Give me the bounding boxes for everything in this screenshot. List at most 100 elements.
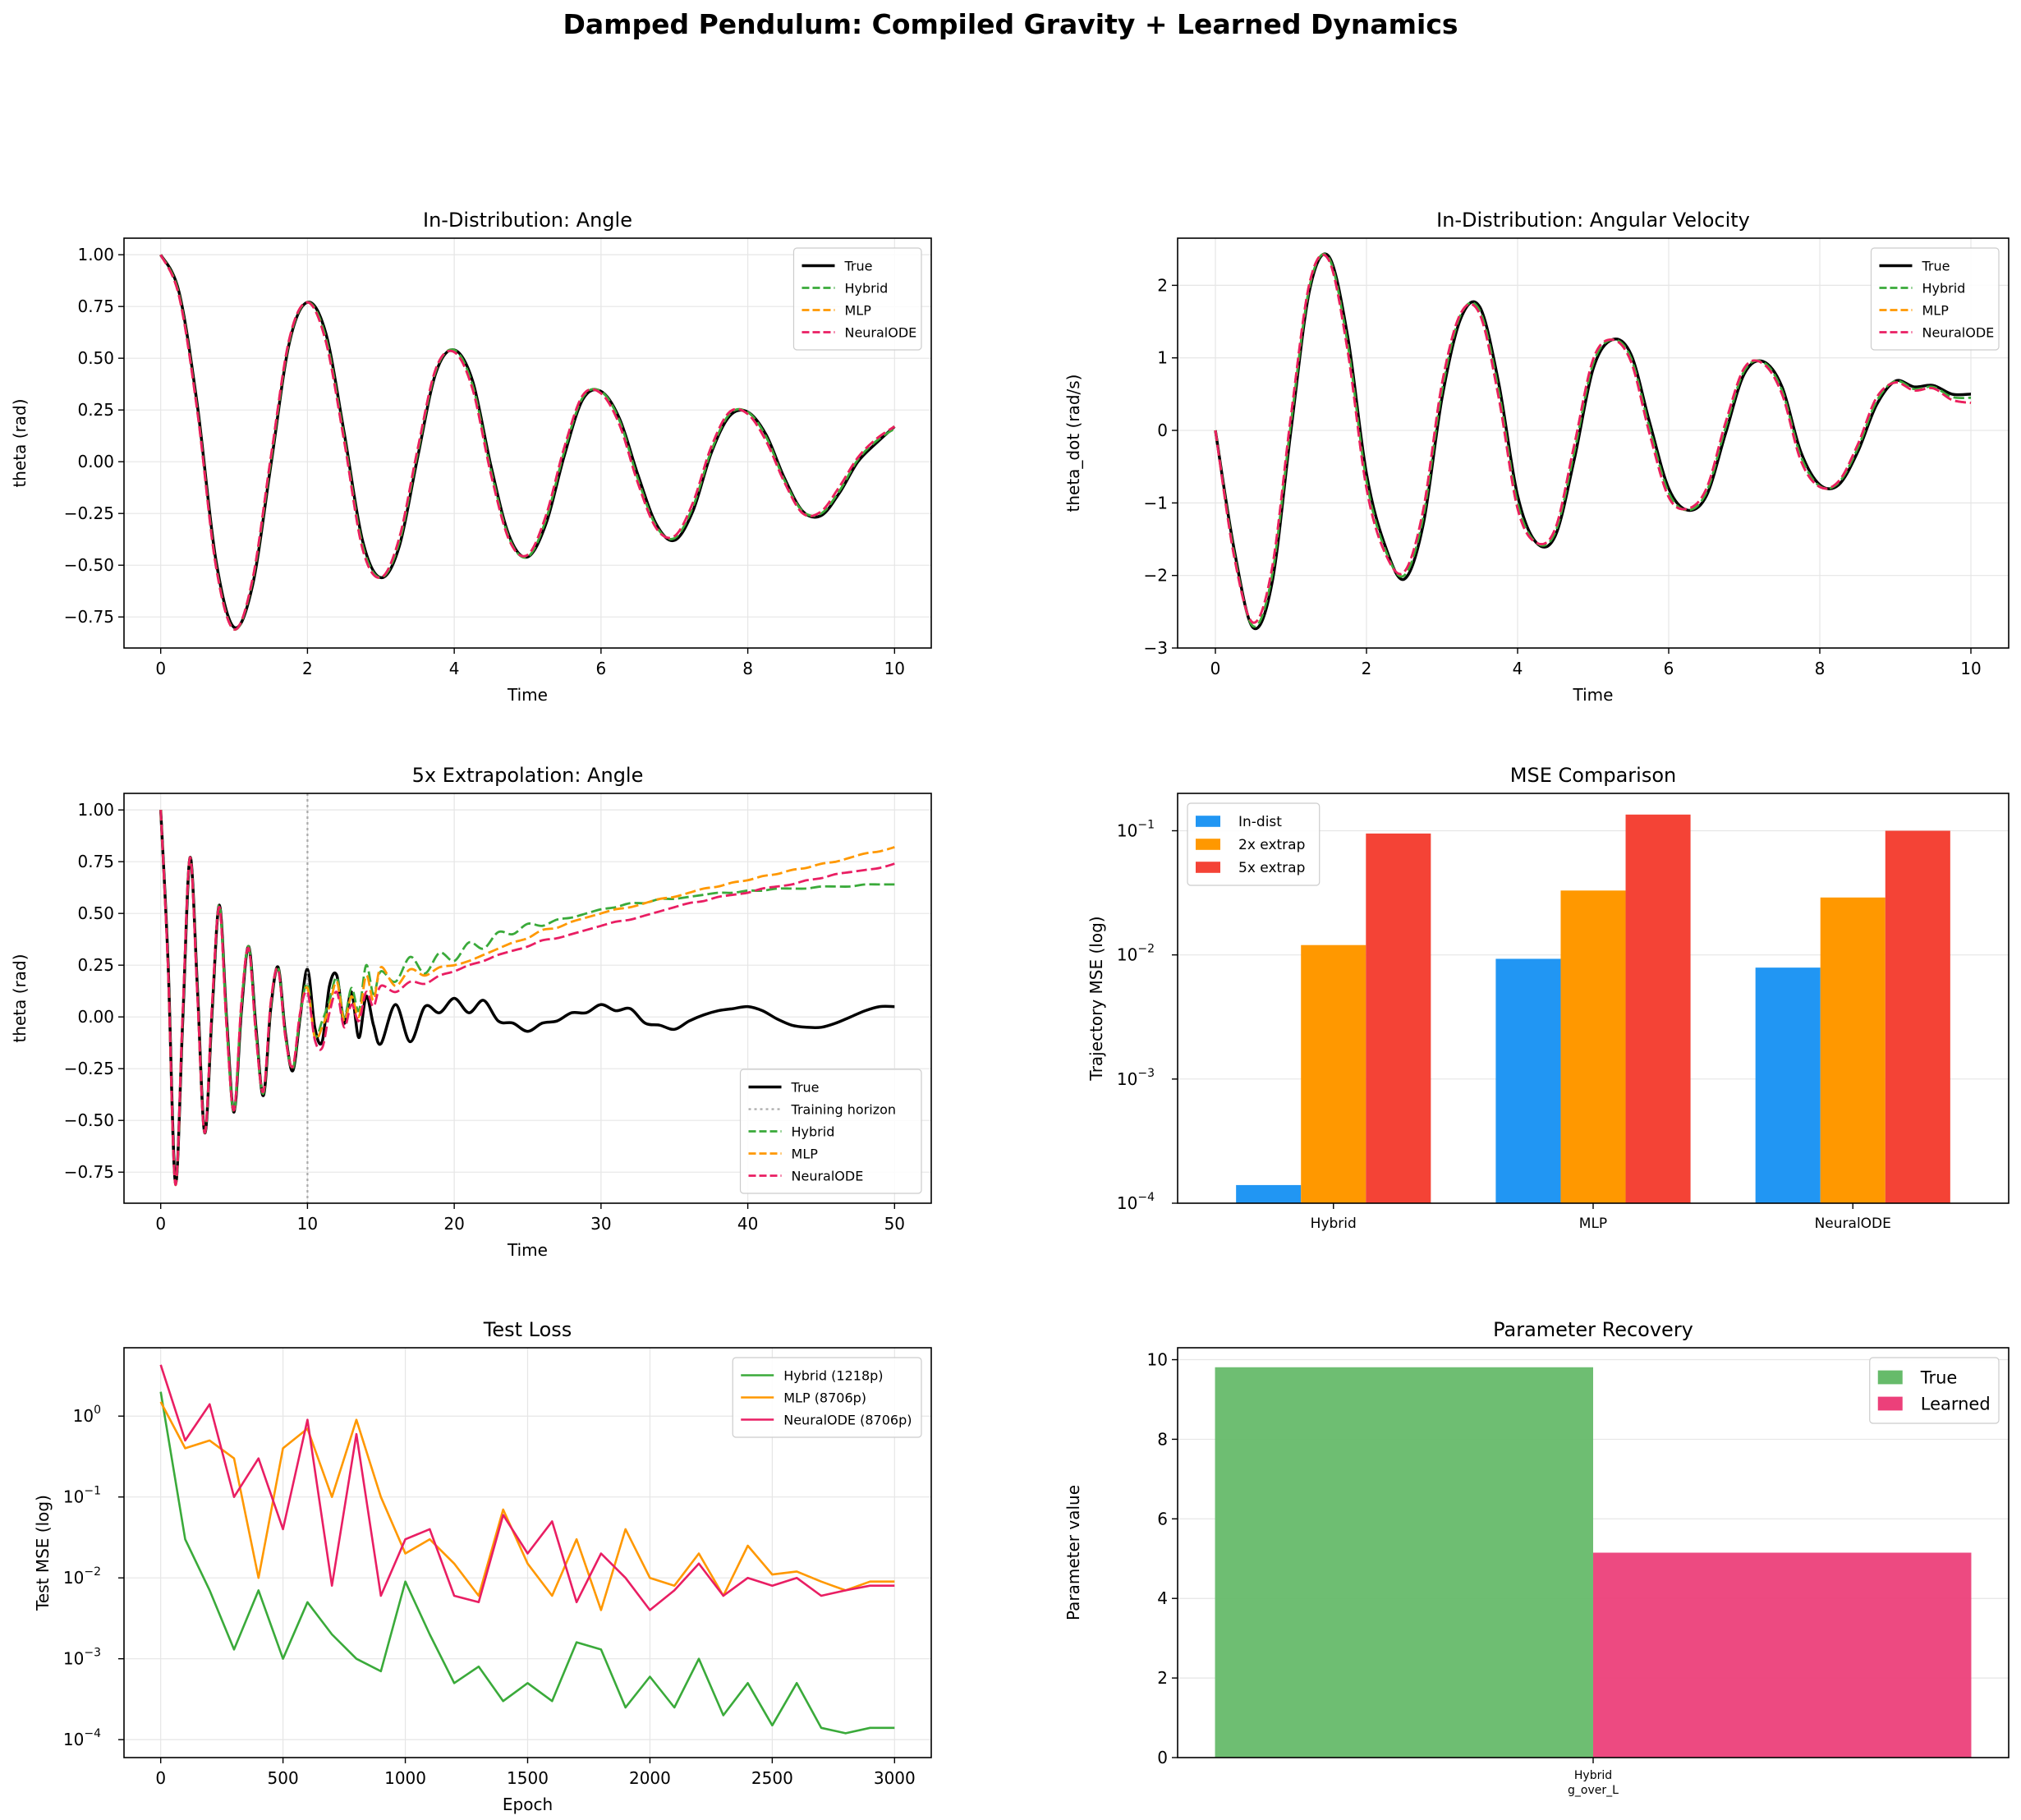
- x-tick-label-parameter: g_over_L: [1568, 1784, 1619, 1797]
- y-tick-label: 2: [1157, 1668, 1168, 1688]
- figure-title: Damped Pendulum: Compiled Gravity + Lear…: [563, 8, 1458, 40]
- x-tick-label: MLP: [1579, 1216, 1607, 1232]
- y-tick-label: 10−2: [63, 1565, 101, 1588]
- x-tick-label: 0: [155, 659, 166, 678]
- legend: True Training horizon Hybrid MLP NeuralODE: [739, 1069, 922, 1194]
- axes-frame: [1177, 793, 2010, 1204]
- legend-swatch: [1877, 1396, 1903, 1411]
- y-tick-label: −0.75: [64, 607, 114, 627]
- series-line-neuralode-8706p-: [159, 1364, 895, 1611]
- legend-label: NeuralODE: [1922, 324, 1994, 340]
- x-tick-label: 500: [268, 1768, 299, 1788]
- legend-swatch: [1196, 862, 1220, 873]
- legend-label: NeuralODE: [844, 324, 916, 340]
- y-tick-label: 0.25: [77, 955, 114, 975]
- x-axis-label: Epoch: [503, 1795, 553, 1814]
- x-tick-label: 2000: [629, 1768, 671, 1788]
- x-tick-label: 10: [1960, 659, 1981, 678]
- legend-box: [792, 247, 922, 351]
- legend-label: MLP: [1922, 302, 1949, 318]
- y-axis-label: Trajectory MSE (log): [1086, 916, 1106, 1081]
- x-tick-label: 6: [595, 659, 606, 678]
- x-axis-label: Time: [507, 1240, 548, 1260]
- legend-label: Hybrid: [844, 280, 888, 296]
- legend: True Hybrid MLP NeuralODE: [1870, 247, 2000, 351]
- x-tick-label: 1500: [507, 1768, 549, 1788]
- y-tick-label: 10−3: [63, 1647, 101, 1669]
- legend: In-dist 2x extrap 5x extrap: [1187, 802, 1321, 886]
- x-tick-label: 1000: [384, 1768, 426, 1788]
- legend-label: 5x extrap: [1238, 860, 1305, 876]
- y-axis-label: theta_dot (rad/s): [1063, 375, 1083, 512]
- x-tick-label: 10: [297, 1214, 318, 1234]
- plot-area: [159, 1364, 895, 1735]
- series-line-hybrid: [159, 254, 896, 631]
- axes-frame: [1177, 1347, 2010, 1758]
- y-tick-label: 10−1: [1117, 819, 1155, 841]
- x-tick-label: Hybrid: [1311, 1216, 1357, 1232]
- legend-label: NeuralODE: [792, 1168, 864, 1183]
- axes-frame: [123, 793, 932, 1204]
- legend: True Learned: [1869, 1357, 2000, 1424]
- legend-label: Hybrid: [792, 1124, 835, 1139]
- bar-2x-extrap: [1301, 944, 1366, 1203]
- legend-label: In-dist: [1238, 814, 1282, 830]
- x-tick-label: 2: [1362, 659, 1372, 678]
- x-axis-label: Time: [507, 685, 548, 705]
- chart-title: In-Distribution: Angular Velocity: [1436, 209, 1750, 232]
- x-tick-label-model: Hybrid: [1574, 1769, 1612, 1782]
- x-tick-label: 0: [1210, 659, 1221, 678]
- chart-title: Test Loss: [483, 1318, 572, 1341]
- bar-5x-extrap: [1885, 830, 1950, 1203]
- y-axis-label: Parameter value: [1063, 1485, 1083, 1620]
- chart-title: In-Distribution: Angle: [423, 209, 632, 232]
- bar-in-dist: [1236, 1184, 1302, 1203]
- series-line-mlp-8706p-: [159, 1401, 895, 1611]
- legend-label: NeuralODE (8706p): [783, 1412, 912, 1427]
- x-tick-label: 30: [590, 1214, 611, 1234]
- legend-label: 2x extrap: [1238, 837, 1305, 853]
- y-tick-label: −0.50: [64, 1110, 114, 1130]
- chart-params: Hybrid g_over_L 0 2 4 6 8 10 Parameter Recovery P…: [1063, 1318, 2010, 1797]
- y-tick-label: −2: [1144, 566, 1168, 586]
- x-tick-label: 3000: [874, 1768, 916, 1788]
- y-tick-label: −0.25: [64, 1059, 114, 1078]
- legend-label: True: [1921, 258, 1950, 273]
- legend-swatch: [1877, 1370, 1903, 1385]
- y-tick-label: 10: [1147, 1350, 1168, 1370]
- bar-2x-extrap: [1820, 897, 1886, 1203]
- legend-label: Hybrid: [1922, 280, 1965, 296]
- bar-2x-extrap: [1560, 890, 1626, 1203]
- plot-area: [1214, 252, 1972, 631]
- bar-in-dist: [1755, 967, 1821, 1203]
- x-tick-label: 4: [449, 659, 460, 678]
- y-tick-label: 4: [1157, 1588, 1168, 1608]
- bar-5x-extrap: [1366, 833, 1431, 1203]
- legend-label: True: [791, 1079, 820, 1095]
- y-axis-label: Test MSE (log): [33, 1495, 53, 1611]
- x-tick-label: 2500: [751, 1768, 793, 1788]
- legend-label: Training horizon: [791, 1101, 897, 1117]
- x-tick-label: 0: [155, 1214, 166, 1234]
- plot-area: [159, 254, 896, 631]
- chart-title: 5x Extrapolation: Angle: [412, 764, 644, 787]
- legend-label: True: [1920, 1368, 1958, 1388]
- x-tick-label: 8: [742, 659, 753, 678]
- x-tick-label: 4: [1513, 659, 1523, 678]
- legend-box: [1870, 247, 2000, 351]
- chart-title: Parameter Recovery: [1493, 1318, 1693, 1341]
- bar-5x-extrap: [1625, 814, 1691, 1203]
- legend: Hybrid (1218p) MLP (8706p) NeuralODE (8706…: [732, 1357, 922, 1438]
- series-line-mlp: [1214, 253, 1972, 624]
- x-tick-label: 2: [302, 659, 313, 678]
- legend-box: [732, 1357, 922, 1438]
- y-tick-label: 1.00: [77, 245, 114, 264]
- y-tick-label: 0.25: [77, 400, 114, 420]
- legend-box: [1187, 802, 1321, 886]
- y-tick-label: 10−1: [63, 1485, 101, 1507]
- legend-label: MLP: [792, 1146, 819, 1161]
- legend-label: MLP (8706p): [783, 1390, 866, 1405]
- plot-area: [158, 793, 895, 1203]
- axes-frame: [1177, 237, 2010, 649]
